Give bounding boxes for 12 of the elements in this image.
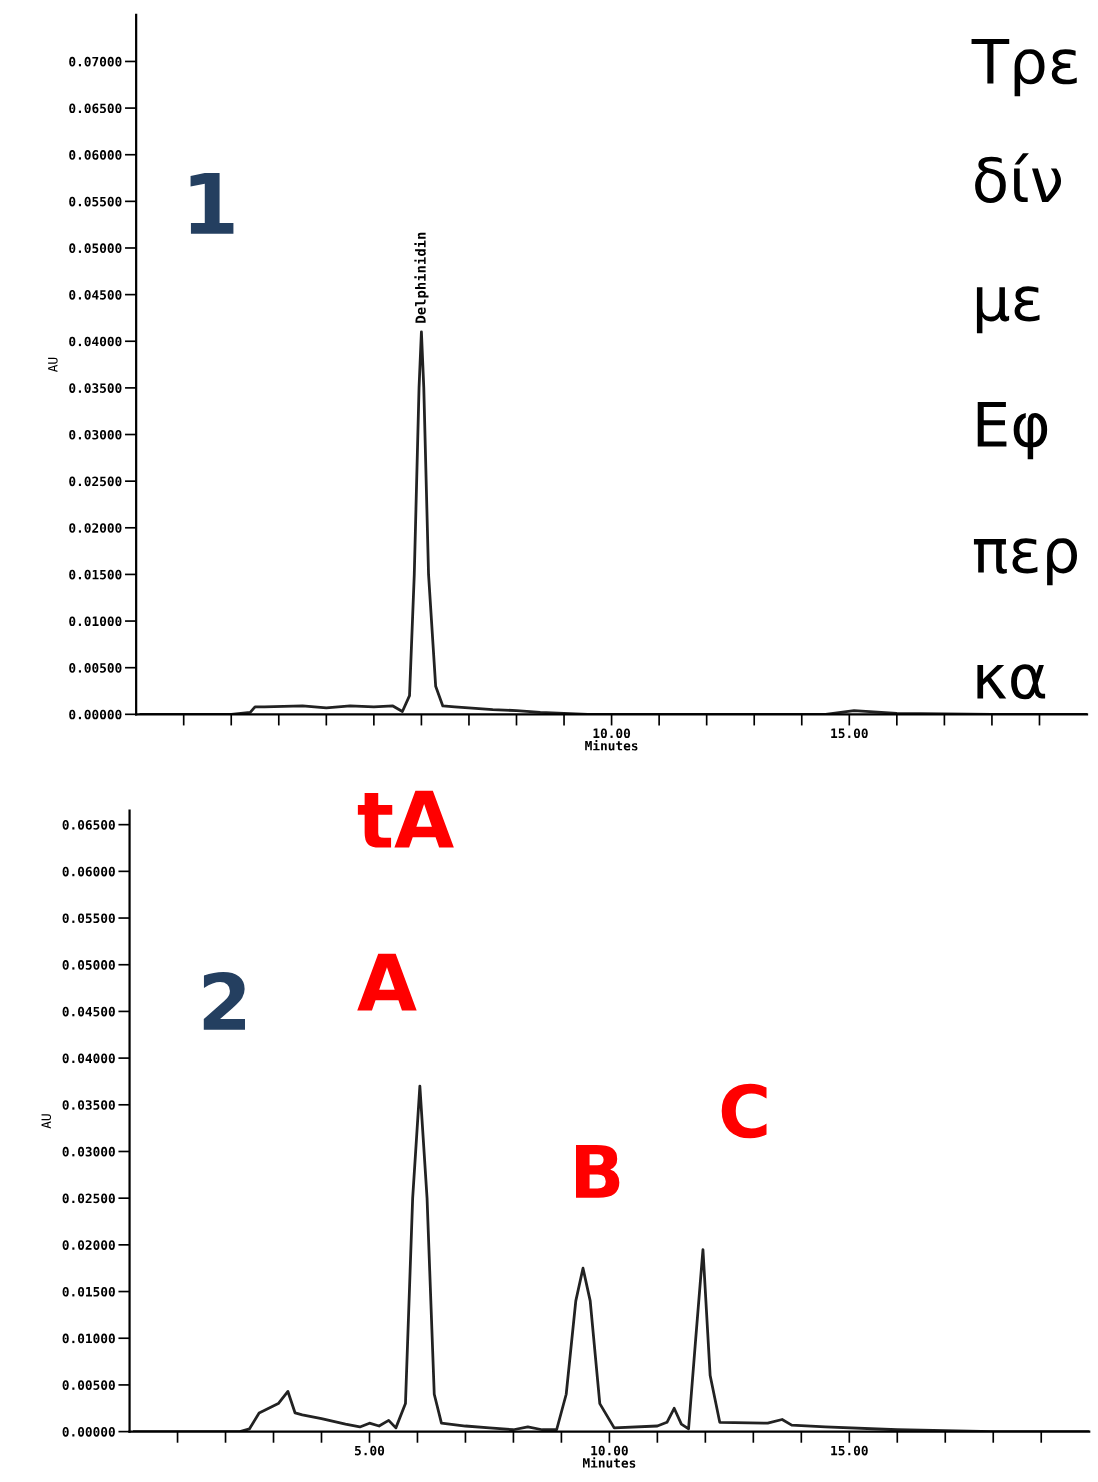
annotation: 2 [203,972,245,1030]
annotation: C [721,1083,767,1139]
annotation: κα [977,664,1046,700]
annotation: δίν [975,153,1062,203]
annotation: Τρε [971,38,1077,97]
annotation: 1 [190,173,234,234]
annotation: Εφ [977,402,1048,460]
annotation: A [357,953,417,1011]
annotation: tA [357,790,454,848]
annotation: B [576,1144,620,1198]
annotation: περ [973,538,1078,586]
annotation: με [976,286,1040,334]
